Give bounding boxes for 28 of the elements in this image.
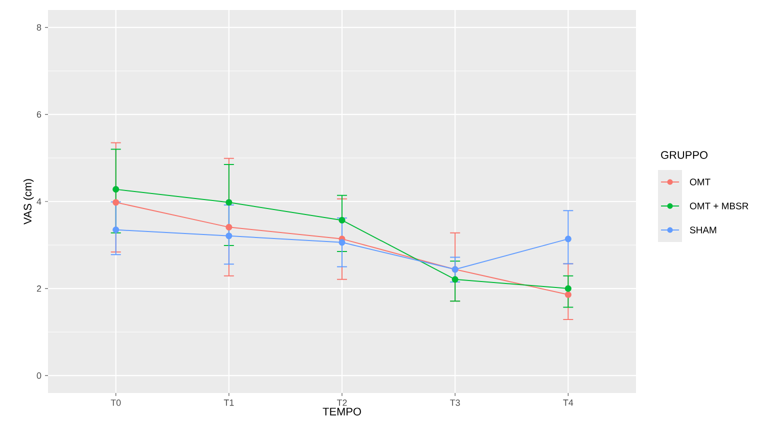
y-tick-label: 4: [36, 198, 42, 205]
x-tick-label: T4: [563, 400, 574, 406]
point: [112, 226, 120, 234]
point: [338, 239, 346, 246]
point: [564, 285, 572, 292]
point: [112, 186, 120, 193]
x-tick-label: T0: [110, 400, 121, 406]
x-tick-label: T3: [450, 400, 460, 406]
point: [226, 232, 232, 240]
y-tick-label: 0: [36, 372, 42, 379]
legend-title: GRUPPO: [661, 151, 708, 159]
legend-label: OMT: [690, 178, 710, 186]
point: [112, 199, 120, 206]
point: [338, 216, 346, 224]
point: [564, 236, 572, 242]
y-tick-label: 6: [36, 111, 42, 118]
point: [226, 224, 232, 230]
legend-label: SHAM: [690, 226, 716, 234]
point: [226, 199, 232, 206]
x-tick-label: T1: [224, 400, 234, 406]
point: [564, 291, 572, 298]
y-tick-label: 8: [36, 24, 42, 31]
x-axis-title: TEMPO: [322, 408, 361, 416]
x-tick-label: T2: [336, 400, 347, 406]
point: [452, 276, 458, 283]
y-tick-label: 2: [36, 285, 42, 292]
legend-label: OMT + MBSR: [690, 202, 748, 210]
y-axis-title: VAS (cm): [23, 179, 34, 224]
